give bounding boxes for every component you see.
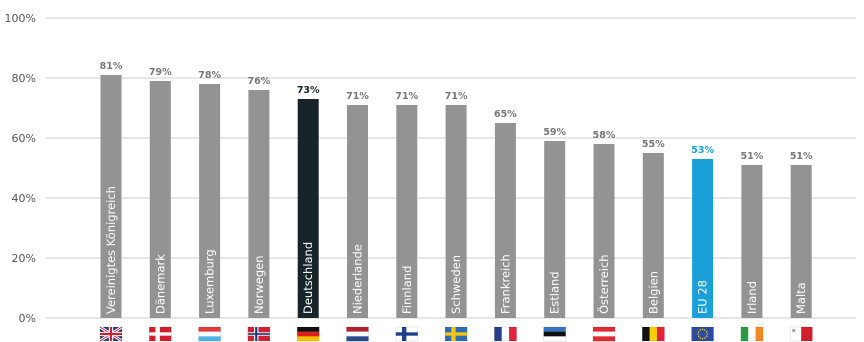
category-label: Irland [745, 281, 759, 314]
y-axis-tick-labels: 0% 20% 40% 60% 80% 100% [5, 12, 36, 325]
bar [100, 75, 122, 318]
category-label: Niederlande [351, 244, 365, 314]
y-tick-label: 100% [5, 12, 36, 25]
category-label: Schweden [449, 255, 463, 314]
value-label: 78% [198, 70, 221, 81]
bar [248, 90, 270, 318]
y-tick-label: 80% [12, 72, 36, 85]
flag-estonia-icon [543, 326, 566, 342]
value-labels: 81% 79% 78% 76% 73% 71% 71% 71% 65% 59% 58% 55% 53% 5… [100, 61, 813, 162]
bar [149, 81, 171, 318]
category-label: Estland [548, 271, 562, 314]
bar [199, 84, 221, 318]
flag-uk-icon [99, 325, 123, 342]
flag-ireland-icon [740, 326, 764, 342]
category-label: Frankreich [498, 254, 512, 314]
bars [100, 75, 812, 318]
bar [494, 123, 516, 318]
flag-sweden-icon [444, 326, 468, 342]
bar [790, 165, 812, 318]
flag-france-icon [494, 326, 517, 342]
category-label: Österreich [595, 254, 611, 314]
bar [593, 144, 615, 318]
category-label: Norwegen [252, 255, 266, 314]
bar [544, 141, 566, 318]
category-labels: Vereinigtes Königreich Dänemark Luxemburg N… [104, 186, 808, 314]
bar [741, 165, 763, 318]
value-label: 79% [149, 67, 172, 78]
flag-netherlands-icon [346, 326, 369, 342]
category-label: Vereinigtes Königreich [104, 186, 118, 314]
value-label: 73% [297, 85, 320, 96]
category-label: Deutschland [301, 242, 315, 314]
category-label: Malta [794, 282, 808, 314]
flags [99, 325, 813, 342]
bar [347, 105, 368, 318]
category-label: Dänemark [153, 254, 167, 314]
value-label: 55% [642, 139, 665, 150]
value-label: 53% [691, 145, 714, 156]
flag-denmark-icon [149, 326, 172, 342]
value-label: 51% [790, 151, 813, 162]
y-tick-label: 60% [12, 132, 36, 145]
category-label: EU 28 [696, 280, 710, 314]
bar [297, 99, 319, 318]
y-tick-label: 40% [12, 192, 36, 205]
value-label: 59% [543, 127, 566, 138]
flag-malta-icon [789, 326, 813, 342]
value-label: 58% [593, 130, 616, 141]
flag-eu-icon [691, 326, 714, 342]
bar [396, 105, 418, 318]
flag-finland-icon [395, 326, 419, 342]
y-tick-label: 20% [12, 252, 36, 265]
value-label: 81% [100, 61, 123, 72]
bar [445, 105, 467, 318]
value-label: 71% [346, 91, 369, 102]
value-label: 65% [494, 109, 517, 120]
value-label: 71% [445, 91, 468, 102]
category-label: Finnland [400, 266, 414, 314]
bar [642, 153, 664, 318]
value-label: 51% [741, 151, 764, 162]
flag-norway-icon [247, 326, 271, 342]
value-label: 71% [395, 91, 418, 102]
category-label: Luxemburg [203, 249, 217, 314]
flag-austria-icon [592, 326, 616, 342]
flag-belgium-icon [642, 326, 665, 342]
flag-luxembourg-icon [198, 326, 221, 342]
value-label: 76% [248, 76, 271, 87]
flag-germany-icon [296, 326, 320, 342]
category-label: Belgien [646, 271, 660, 314]
y-tick-label: 0% [19, 312, 36, 325]
bar [692, 159, 714, 318]
